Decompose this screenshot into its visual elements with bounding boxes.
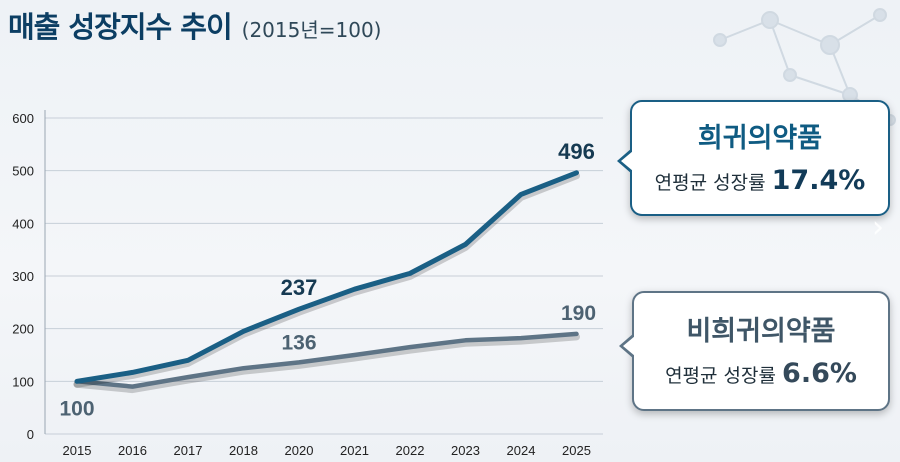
x-tick-label: 2022	[396, 443, 425, 458]
rare-drug-callout: 희귀의약품 연평균 성장률 17.4%	[617, 100, 890, 216]
data-label: 237	[281, 275, 318, 300]
x-tick-label: 2020	[285, 443, 314, 458]
y-tick-label: 100	[12, 374, 34, 389]
rare-drug-rate-label: 연평균 성장률	[654, 172, 766, 194]
x-tick-label: 2015	[63, 443, 92, 458]
nonrare-drug-callout: 비희귀의약품 연평균 성장률 6.6%	[619, 291, 890, 411]
rare-drug-name: 희귀의약품	[697, 123, 823, 154]
nonrare-drug-rate: 연평균 성장률 6.6%	[634, 358, 888, 389]
y-tick-label: 0	[27, 427, 34, 442]
x-tick-label: 2018	[229, 443, 258, 458]
nonrare-drug-rate-value: 6.6%	[782, 358, 857, 389]
y-tick-label: 200	[12, 322, 34, 337]
chevron-right-icon[interactable]: ›	[872, 210, 884, 245]
data-label: 190	[561, 302, 596, 325]
x-tick-label: 2025	[562, 443, 591, 458]
x-tick-label: 2024	[507, 443, 536, 458]
rare-drug-rate-value: 17.4%	[771, 165, 866, 196]
x-tick-label: 2017	[174, 443, 203, 458]
x-tick-label: 2021	[340, 443, 369, 458]
rare-drug-rate: 연평균 성장률 17.4%	[632, 165, 888, 196]
chart-subtitle: (2015년=100)	[241, 18, 382, 42]
data-label: 100	[59, 397, 94, 420]
data-label: 496	[558, 139, 595, 164]
nonrare-drug-rate-label: 연평균 성장률	[665, 365, 776, 387]
y-tick-label: 600	[12, 111, 34, 126]
series-shadow	[73, 333, 580, 394]
x-tick-label: 2023	[451, 443, 480, 458]
y-tick-label: 400	[12, 216, 34, 231]
nonrare-drug-name: 비희귀의약품	[686, 316, 836, 347]
series-line-nonrare	[74, 331, 579, 389]
chart-header: 매출 성장지수 추이 (2015년=100)	[8, 4, 381, 46]
chart-title: 매출 성장지수 추이	[8, 10, 233, 44]
data-label: 136	[281, 331, 316, 354]
x-tick-label: 2016	[118, 443, 147, 458]
series-line-rare	[74, 170, 579, 384]
y-tick-label: 500	[12, 164, 34, 179]
series-shadow	[73, 172, 580, 388]
y-tick-label: 300	[12, 269, 34, 284]
